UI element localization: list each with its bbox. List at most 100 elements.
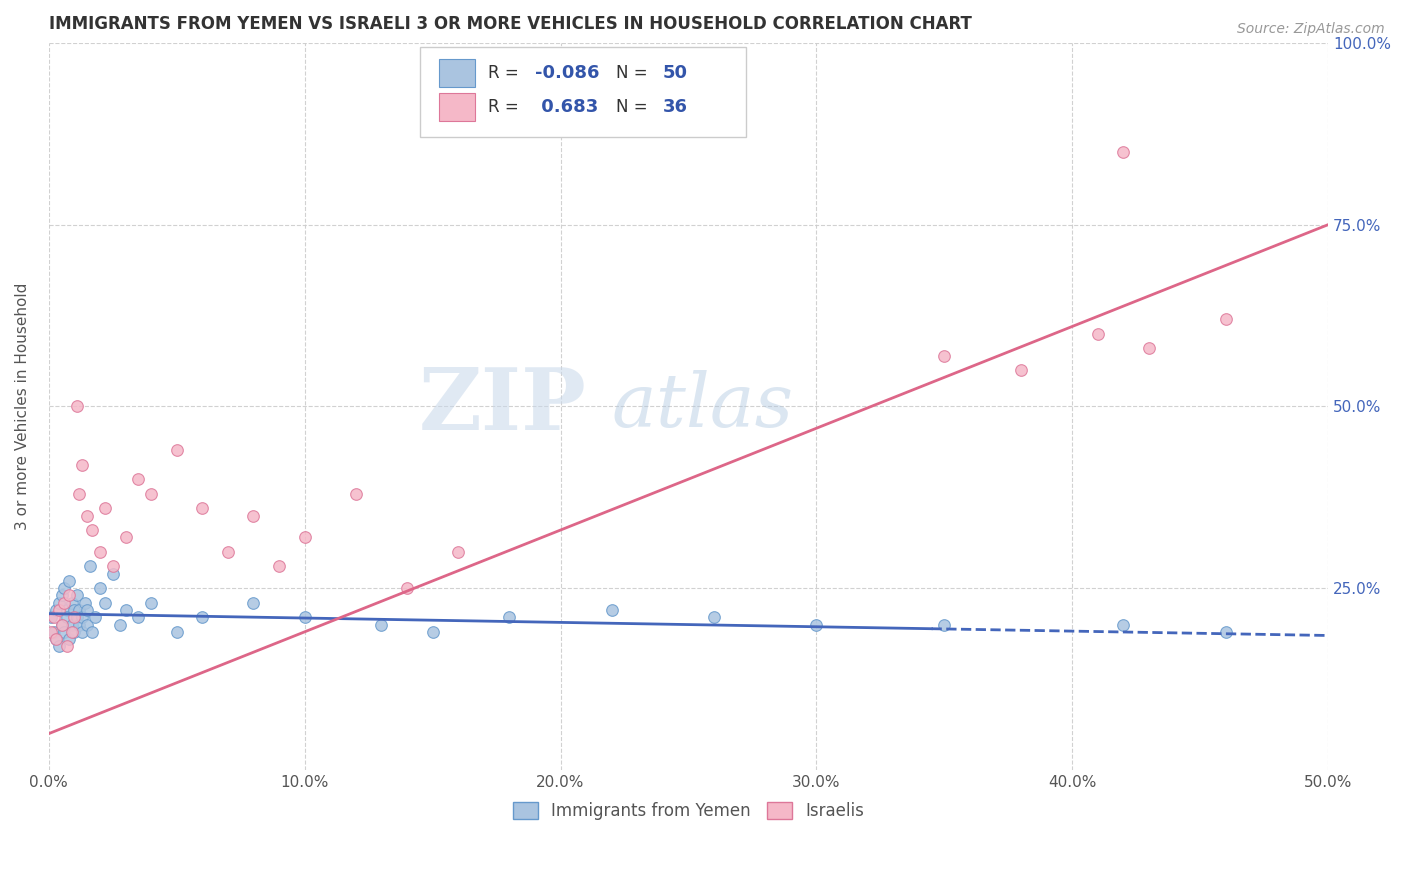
- Point: [66, 610, 89, 624]
- Point: [110, 617, 132, 632]
- Y-axis label: 3 or more Vehicles in Household: 3 or more Vehicles in Household: [15, 283, 30, 530]
- Point: [45, 603, 67, 617]
- Point: [114, 603, 136, 617]
- Point: [1112, 617, 1135, 632]
- Point: [370, 617, 392, 632]
- Point: [70, 458, 93, 472]
- Point: [45, 632, 67, 647]
- Point: [53, 624, 76, 639]
- Point: [191, 610, 214, 624]
- Point: [63, 610, 86, 624]
- Point: [139, 596, 162, 610]
- Text: atlas: atlas: [612, 370, 794, 442]
- Text: R =: R =: [488, 98, 523, 116]
- Point: [114, 530, 136, 544]
- Point: [76, 508, 98, 523]
- Point: [48, 603, 70, 617]
- Point: [70, 624, 93, 639]
- Point: [45, 632, 67, 647]
- Point: [806, 617, 828, 632]
- Point: [294, 610, 316, 624]
- Point: [53, 581, 76, 595]
- Point: [83, 610, 105, 624]
- Point: [69, 603, 91, 617]
- Point: [600, 603, 623, 617]
- Point: [58, 574, 80, 588]
- Point: [79, 559, 101, 574]
- Point: [48, 640, 70, 654]
- Point: [51, 617, 73, 632]
- Point: [53, 596, 76, 610]
- Point: [127, 610, 149, 624]
- Point: [1010, 363, 1032, 377]
- Point: [166, 624, 188, 639]
- Point: [73, 596, 96, 610]
- Point: [60, 617, 83, 632]
- Point: [395, 581, 418, 595]
- Text: IMMIGRANTS FROM YEMEN VS ISRAELI 3 OR MORE VEHICLES IN HOUSEHOLD CORRELATION CHA: IMMIGRANTS FROM YEMEN VS ISRAELI 3 OR MO…: [49, 15, 972, 33]
- Point: [69, 486, 91, 500]
- Point: [294, 530, 316, 544]
- Text: -0.086: -0.086: [534, 63, 599, 82]
- Text: 36: 36: [662, 98, 688, 116]
- Point: [51, 617, 73, 632]
- Point: [39, 624, 62, 639]
- FancyBboxPatch shape: [420, 46, 747, 137]
- Point: [344, 486, 367, 500]
- Point: [101, 559, 124, 574]
- Point: [82, 624, 104, 639]
- Point: [60, 624, 83, 639]
- Point: [82, 523, 104, 537]
- Point: [94, 501, 117, 516]
- Point: [139, 486, 162, 500]
- Text: N =: N =: [616, 63, 652, 82]
- Point: [1087, 326, 1109, 341]
- Point: [191, 501, 214, 516]
- Legend: Immigrants from Yemen, Israelis: Immigrants from Yemen, Israelis: [506, 796, 872, 827]
- FancyBboxPatch shape: [439, 59, 475, 87]
- Text: ZIP: ZIP: [419, 365, 586, 449]
- Point: [42, 624, 65, 639]
- Point: [166, 443, 188, 458]
- Point: [58, 632, 80, 647]
- Point: [48, 596, 70, 610]
- Text: Source: ZipAtlas.com: Source: ZipAtlas.com: [1237, 22, 1385, 37]
- Point: [1112, 145, 1135, 159]
- Point: [66, 400, 89, 414]
- Point: [55, 640, 77, 654]
- Point: [89, 581, 111, 595]
- Text: R =: R =: [488, 63, 523, 82]
- Point: [101, 566, 124, 581]
- Text: 0.683: 0.683: [534, 98, 598, 116]
- Point: [1137, 341, 1160, 355]
- Point: [703, 610, 725, 624]
- Point: [242, 596, 264, 610]
- Point: [55, 610, 77, 624]
- Point: [39, 610, 62, 624]
- Point: [267, 559, 290, 574]
- Point: [447, 545, 470, 559]
- Point: [69, 617, 91, 632]
- Point: [70, 610, 93, 624]
- Text: N =: N =: [616, 98, 652, 116]
- Point: [217, 545, 239, 559]
- Point: [94, 596, 117, 610]
- Text: 50: 50: [662, 63, 688, 82]
- Point: [242, 508, 264, 523]
- Point: [60, 596, 83, 610]
- FancyBboxPatch shape: [439, 93, 475, 120]
- Point: [66, 589, 89, 603]
- Point: [127, 472, 149, 486]
- Point: [498, 610, 520, 624]
- Point: [51, 589, 73, 603]
- Point: [63, 624, 86, 639]
- Point: [89, 545, 111, 559]
- Point: [63, 603, 86, 617]
- Point: [55, 603, 77, 617]
- Point: [76, 617, 98, 632]
- Point: [934, 349, 956, 363]
- Point: [42, 610, 65, 624]
- Point: [934, 617, 956, 632]
- Point: [1215, 312, 1237, 326]
- Point: [422, 624, 444, 639]
